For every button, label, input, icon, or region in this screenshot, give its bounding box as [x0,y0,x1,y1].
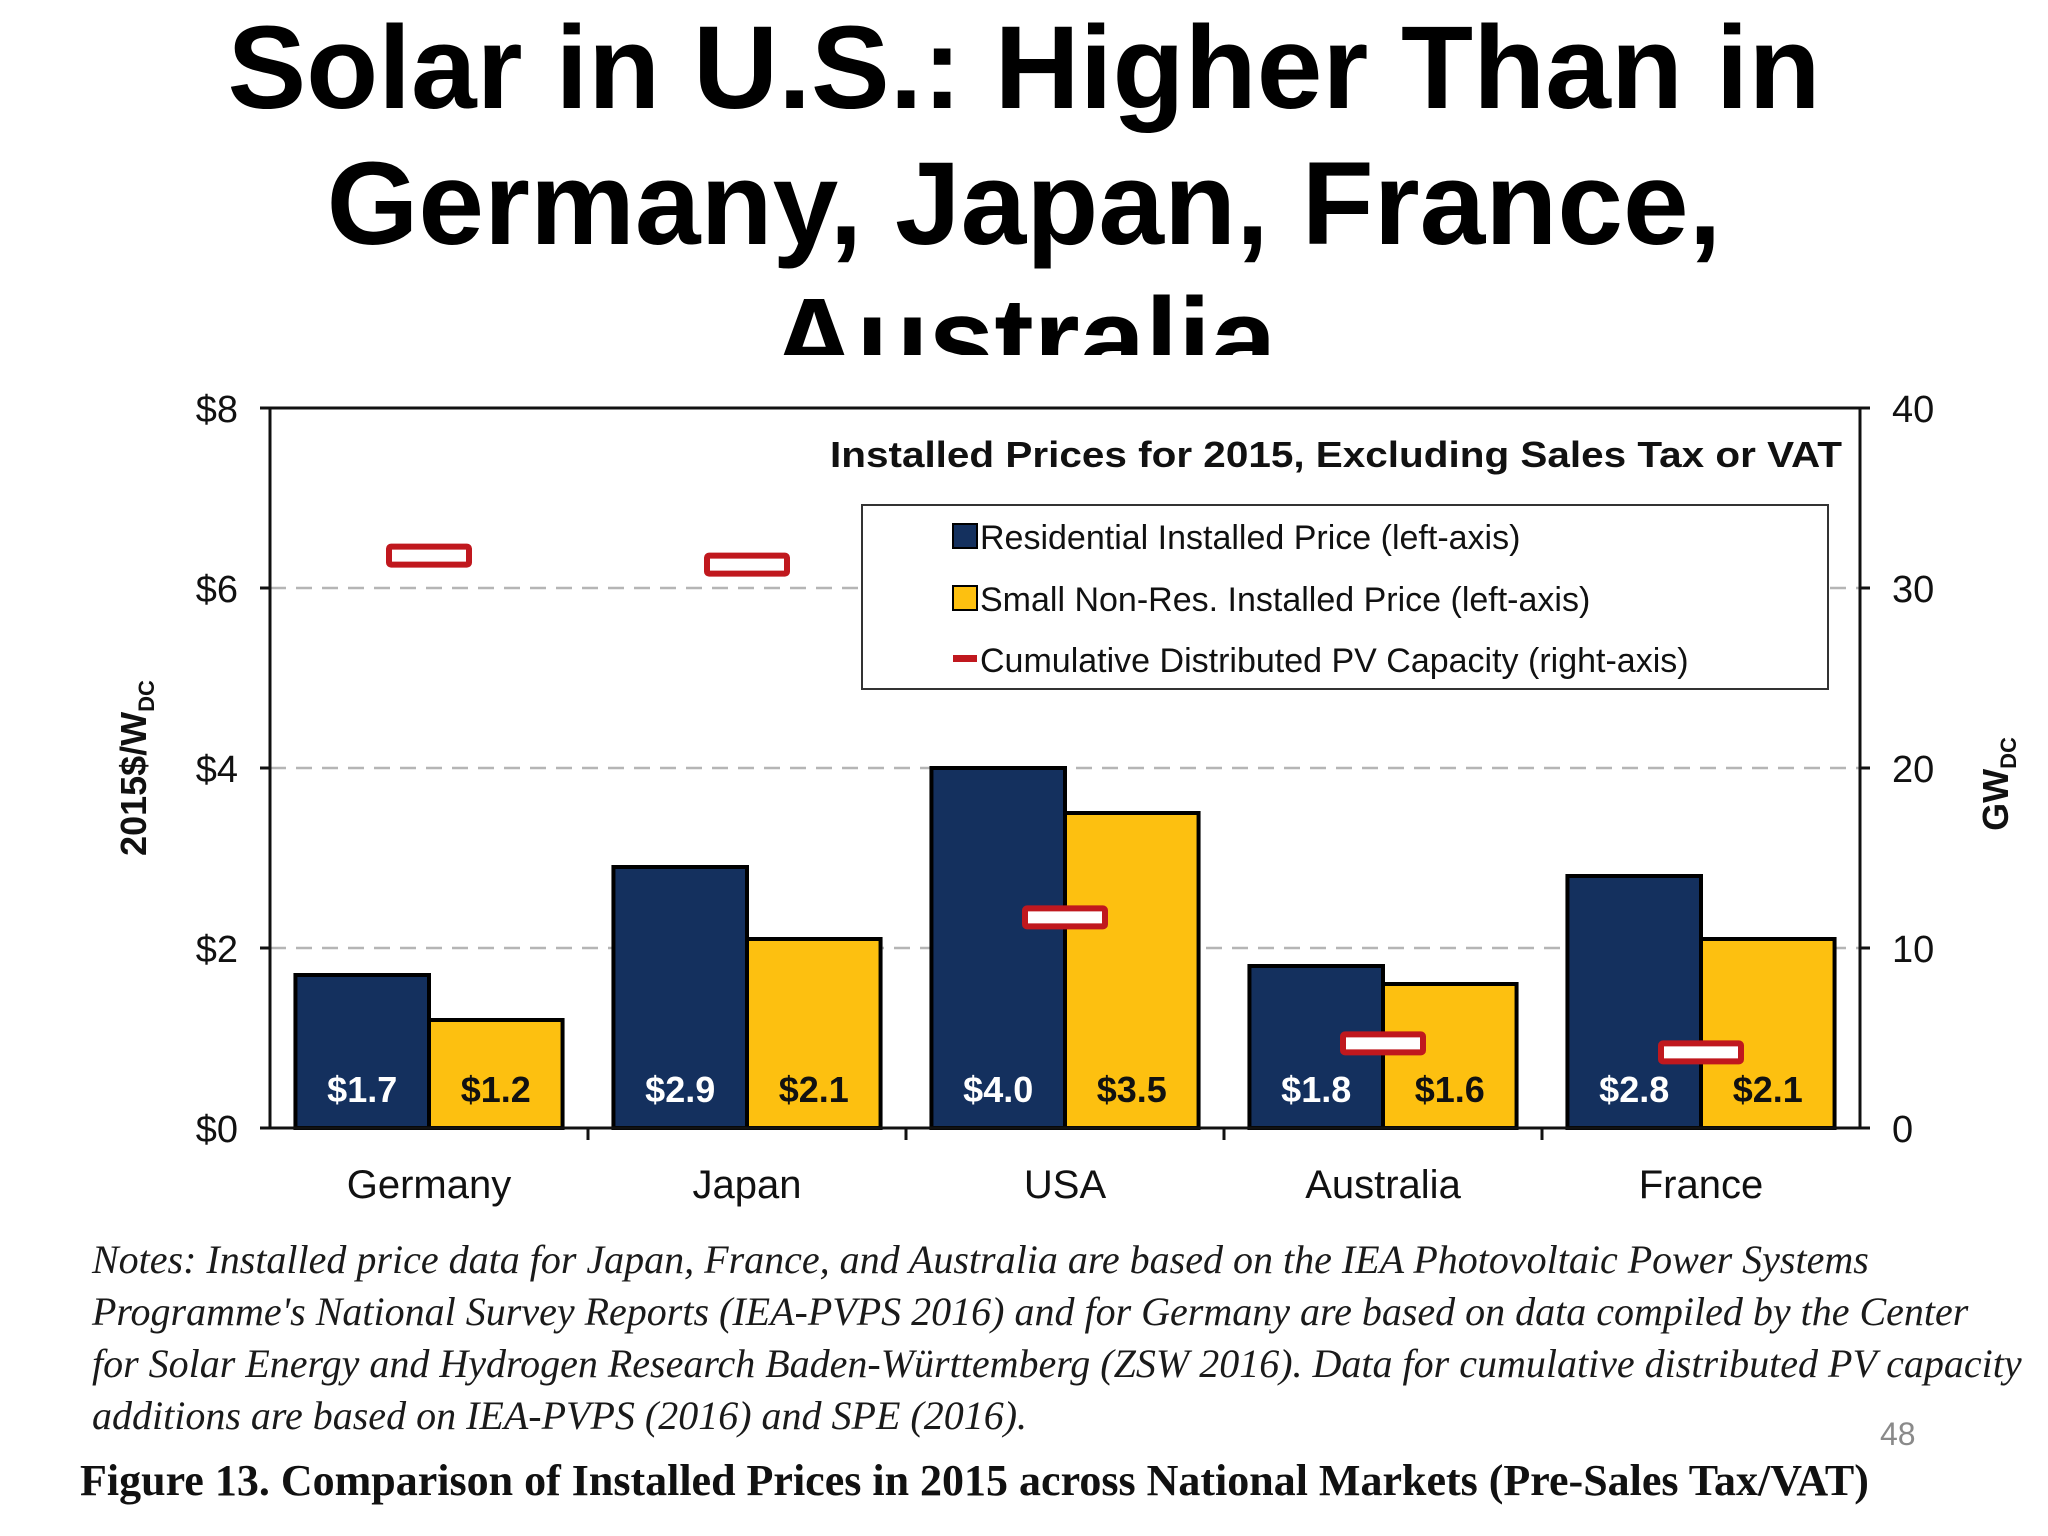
y-axis-label-right-sub: DC [1996,737,2021,769]
capacity-marker [1661,1043,1741,1061]
x-tick-label: Japan [693,1163,802,1207]
capacity-marker [1343,1034,1423,1052]
chart-title: Installed Prices for 2015, Excluding Sal… [830,434,1842,475]
x-tick-label: France [1639,1163,1764,1207]
y-tick-label-left: $8 [196,389,238,431]
figure-caption: Figure 13. Comparison of Installed Price… [80,1455,1869,1506]
capacity-marker [1025,908,1105,926]
bar-value-label: $1.6 [1415,1069,1485,1110]
bar-value-label: $1.8 [1281,1069,1351,1110]
x-tick-label: Australia [1305,1163,1461,1207]
y-axis-label-right-main: GW [1975,769,2016,831]
bar-value-label: $2.1 [779,1069,849,1110]
bar-value-label: $2.8 [1599,1069,1669,1110]
capacity-marker [389,547,469,565]
legend-label-residential: Residential Installed Price (left-axis) [980,519,1520,557]
bar-value-label: $3.5 [1097,1069,1167,1110]
y-tick-label-right: 40 [1892,389,1934,431]
legend-label-capacity: Cumulative Distributed PV Capacity (righ… [980,642,1689,680]
bar-value-label: $1.2 [461,1069,531,1110]
bar-value-label: $2.9 [645,1069,715,1110]
legend-swatch-residential [953,524,977,548]
legend-swatch-small-nonres [953,586,977,610]
x-tick-label: Germany [347,1163,512,1207]
y-tick-label-left: $4 [196,749,238,791]
page-number: 48 [1880,1416,1916,1453]
capacity-marker [707,556,787,574]
x-tick-label: USA [1024,1163,1107,1207]
bars: $1.7 $1.2 $2.9 $2.1 $4.0 $3.5 $1.8 $1.6 $2.8 $2.1 [295,768,1834,1128]
bar-value-label: $1.7 [327,1069,397,1110]
y-axis-label-left: 2015$/WDC [113,680,159,856]
legend: Residential Installed Price (left-axis) … [862,505,1828,689]
y-axis-label-left-main: 2015$/W [113,712,154,856]
chart-notes: Notes: Installed price data for Japan, F… [92,1234,2022,1442]
legend-marker-capacity [953,655,977,662]
y-axis-label-right: GWDC [1975,737,2021,831]
y-tick-label-right: 10 [1892,929,1934,971]
legend-label-small-nonres: Small Non-Res. Installed Price (left-axi… [980,581,1590,619]
y-tick-label-right: 30 [1892,569,1934,611]
y-tick-label-left: $0 [196,1109,238,1151]
y-tick-label-right: 0 [1892,1109,1913,1151]
bar-value-label: $4.0 [963,1069,1033,1110]
y-tick-label-left: $2 [196,929,238,971]
y-tick-label-right: 20 [1892,749,1934,791]
y-tick-label-left: $6 [196,569,238,611]
y-axis-label-left-sub: DC [134,680,159,712]
bar-value-label: $2.1 [1733,1069,1803,1110]
